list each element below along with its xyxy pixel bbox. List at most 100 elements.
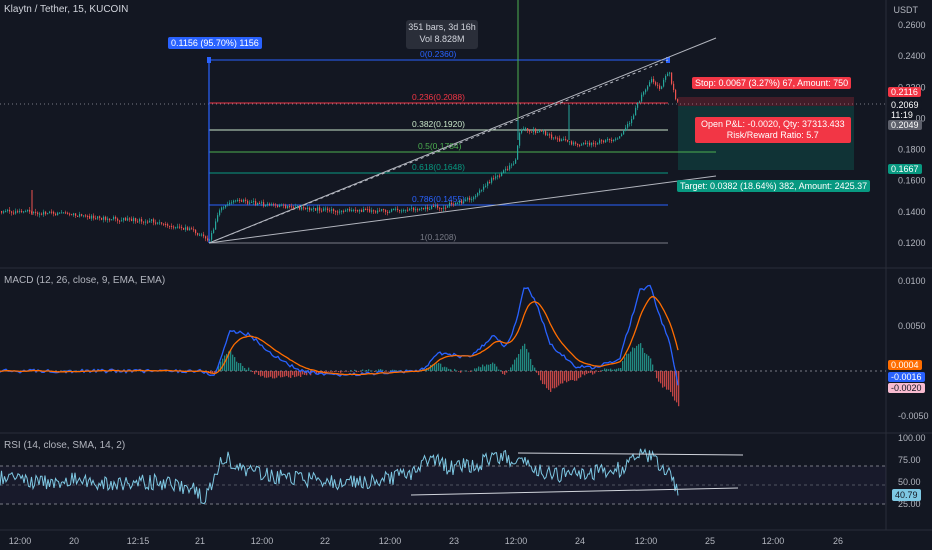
macd-histogram-bar: [644, 352, 646, 371]
macd-histogram-bar: [474, 368, 476, 371]
macd-histogram-bar: [556, 371, 558, 388]
candle-body: [519, 132, 521, 146]
rsi-resistance-line[interactable]: [517, 452, 744, 456]
macd-histogram-bar: [566, 371, 568, 383]
candle-body: [311, 209, 313, 211]
macd-histogram-bar: [590, 371, 592, 373]
candle-body: [11, 211, 13, 213]
macd-axis[interactable]: 0.0100 0.0050 -0.0050: [898, 276, 929, 421]
macd-histogram-bar: [256, 371, 258, 373]
macd-histogram-bar: [286, 371, 288, 376]
candle-body: [505, 168, 507, 171]
candle-body: [629, 123, 631, 125]
candlestick-series[interactable]: [1, 71, 679, 243]
candle-body: [511, 164, 513, 166]
candle-body: [477, 193, 479, 196]
price-tick-label: 0.1400: [898, 207, 926, 217]
candle-body: [421, 207, 423, 209]
macd-histogram-bar: [370, 370, 372, 372]
candle-body: [29, 209, 31, 212]
stop-label[interactable]: Stop: 0.0067 (3.27%) 67, Amount: 750: [692, 77, 852, 89]
time-tick-label: 22: [320, 536, 330, 546]
candle-body: [143, 221, 145, 223]
macd-histogram-bar: [364, 370, 366, 372]
candle-body: [251, 201, 253, 203]
rsi-support-line[interactable]: [410, 487, 739, 496]
candle-body: [535, 128, 537, 133]
candle-body: [295, 206, 297, 209]
candle-body: [617, 138, 619, 140]
candle-body: [339, 211, 341, 213]
open-pl-label[interactable]: Open P&L: -0.0020, Qty: 37313.433 Risk/R…: [695, 117, 851, 143]
macd-histogram-bar: [628, 353, 630, 371]
macd-histogram-bar: [612, 369, 614, 371]
candle-body: [455, 202, 457, 205]
macd-histogram-bar: [470, 371, 472, 372]
macd-histogram-bar: [230, 350, 232, 371]
candle-body: [33, 211, 35, 213]
candle-body: [447, 206, 449, 208]
candle-body: [185, 227, 187, 230]
time-tick-label: 12:00: [635, 536, 658, 546]
macd-histogram-bar: [402, 371, 404, 372]
candle-body: [405, 209, 407, 211]
symbol-title[interactable]: Klaytn / Tether, 15, KUCOIN: [4, 4, 129, 15]
candle-body: [305, 207, 307, 210]
candle-body: [393, 208, 395, 210]
fib-level-label: 0(0.2360): [420, 49, 457, 59]
candle-body: [599, 140, 601, 144]
candle-body: [207, 238, 209, 241]
macd-histogram-bar: [490, 363, 492, 371]
candle-body: [551, 134, 553, 139]
candle-body: [275, 204, 277, 206]
macd-histogram-bar: [382, 369, 384, 371]
rsi-title[interactable]: RSI (14, close, SMA, 14, 2): [4, 440, 126, 451]
candle-body: [199, 234, 201, 236]
candle-body: [3, 211, 5, 213]
target-label[interactable]: Target: 0.0382 (18.64%) 382, Amount: 242…: [677, 180, 871, 192]
macd-histogram-bar: [352, 371, 354, 372]
candle-body: [15, 211, 17, 214]
fib-retracement[interactable]: 0(0.2360) 0.236(0.2088) 0.382(0.1920) 0.5(0…: [209, 49, 716, 244]
price-axis[interactable]: 0.26000.24000.22000.20000.18000.16000.14…: [898, 20, 926, 248]
macd-line: [0, 284, 679, 386]
macd-histogram-bar: [348, 371, 350, 372]
candle-body: [647, 86, 649, 90]
macd-histogram-bar: [548, 371, 550, 390]
candle-body: [459, 200, 461, 203]
macd-title[interactable]: MACD (12, 26, close, 9, EMA, EMA): [4, 275, 166, 286]
price-tag: 0.2049: [888, 120, 922, 130]
candle-body: [365, 208, 367, 210]
candle-body: [177, 226, 179, 228]
time-tick-label: 12:00: [9, 536, 32, 546]
channel-upper-trendline[interactable]: [208, 37, 717, 244]
macd-histogram-bar: [280, 371, 282, 378]
macd-histogram-bar: [228, 351, 230, 371]
candle-body: [471, 199, 473, 201]
macd-histogram-bar: [466, 370, 468, 372]
stop-zone[interactable]: [678, 97, 854, 106]
time-axis[interactable]: 12:00 20 12:15 21 12:00 22 12:00 23 12:00 24 12:00…: [9, 536, 843, 546]
candle-body: [385, 209, 387, 212]
candle-body: [427, 207, 429, 210]
macd-histogram-bar: [294, 371, 296, 378]
macd-histogram-bar: [520, 349, 522, 371]
macd-histogram-bar: [670, 371, 672, 393]
candle-body: [389, 211, 391, 213]
macd-histogram-bar: [318, 371, 320, 374]
rsi-axis[interactable]: 100.00 75.00 50.00 25.00: [898, 433, 926, 509]
time-tick-label: 23: [449, 536, 459, 546]
macd-histogram-bar: [482, 364, 484, 371]
rsi-value-tag: 40.79: [892, 489, 921, 501]
channel-lower-trendline[interactable]: [208, 175, 717, 244]
candle-body: [209, 239, 211, 241]
candle-body: [169, 225, 171, 227]
macd-histogram-bar: [542, 371, 544, 385]
candle-body: [569, 141, 571, 143]
macd-histogram-bar: [378, 369, 380, 371]
range-handle[interactable]: [207, 57, 211, 63]
candle-body: [539, 130, 541, 132]
candle-body: [549, 134, 551, 136]
candle-body: [657, 84, 659, 86]
